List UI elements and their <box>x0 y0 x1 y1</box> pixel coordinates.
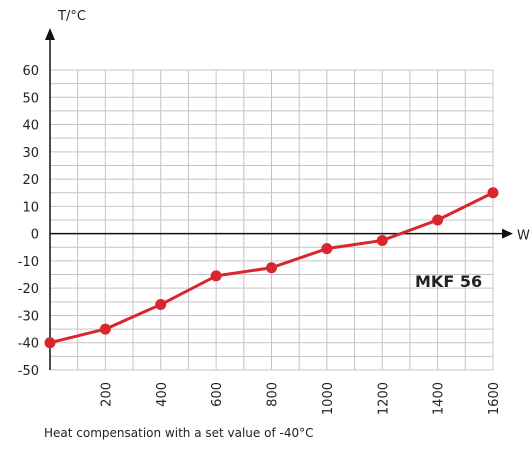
y-tick-label: -20 <box>18 282 39 297</box>
data-point <box>487 187 499 199</box>
y-axis-label: T/°C <box>57 9 86 24</box>
data-point <box>155 299 167 311</box>
data-point <box>44 337 56 349</box>
data-point <box>376 234 388 246</box>
y-tick-label: -40 <box>18 337 39 352</box>
data-point <box>99 323 111 335</box>
y-tick-label: 0 <box>31 228 39 243</box>
x-tick-label: 600 <box>210 382 225 407</box>
y-tick-label: -10 <box>18 255 39 270</box>
x-tick-label: 200 <box>99 382 114 407</box>
y-tick-label: 60 <box>22 64 39 79</box>
y-tick-label: 30 <box>22 146 39 161</box>
data-point <box>321 243 333 255</box>
x-axis-arrow <box>502 228 513 239</box>
y-tick-label: 10 <box>22 200 39 215</box>
axes <box>45 28 513 370</box>
x-tick-label: 1600 <box>487 382 502 415</box>
y-tick-labels: 60 50 40 30 20 10 0 -10 -20 -30 -40 -50 <box>18 64 39 379</box>
y-axis-arrow <box>45 28 55 40</box>
chart-caption: Heat compensation with a set value of -4… <box>44 426 314 440</box>
x-tick-label: 400 <box>155 382 170 407</box>
series-label: MKF 56 <box>415 272 482 291</box>
x-tick-label: 800 <box>266 382 281 407</box>
y-tick-label: 50 <box>22 91 39 106</box>
data-point <box>210 270 222 282</box>
data-point <box>266 262 277 274</box>
x-tick-label: 1000 <box>321 382 336 415</box>
y-tick-label: 40 <box>22 119 39 134</box>
grid <box>49 69 494 371</box>
x-axis-label: W <box>517 229 530 244</box>
y-tick-label: 20 <box>22 173 39 188</box>
data-point <box>432 214 444 226</box>
x-tick-label: 1400 <box>432 382 447 415</box>
x-tick-labels: 200 400 600 800 1000 1200 1400 1600 <box>99 382 502 415</box>
y-tick-label: -50 <box>18 364 39 379</box>
y-tick-label: -30 <box>18 309 39 324</box>
series-layer <box>44 187 499 349</box>
x-tick-label: 1200 <box>376 382 391 415</box>
